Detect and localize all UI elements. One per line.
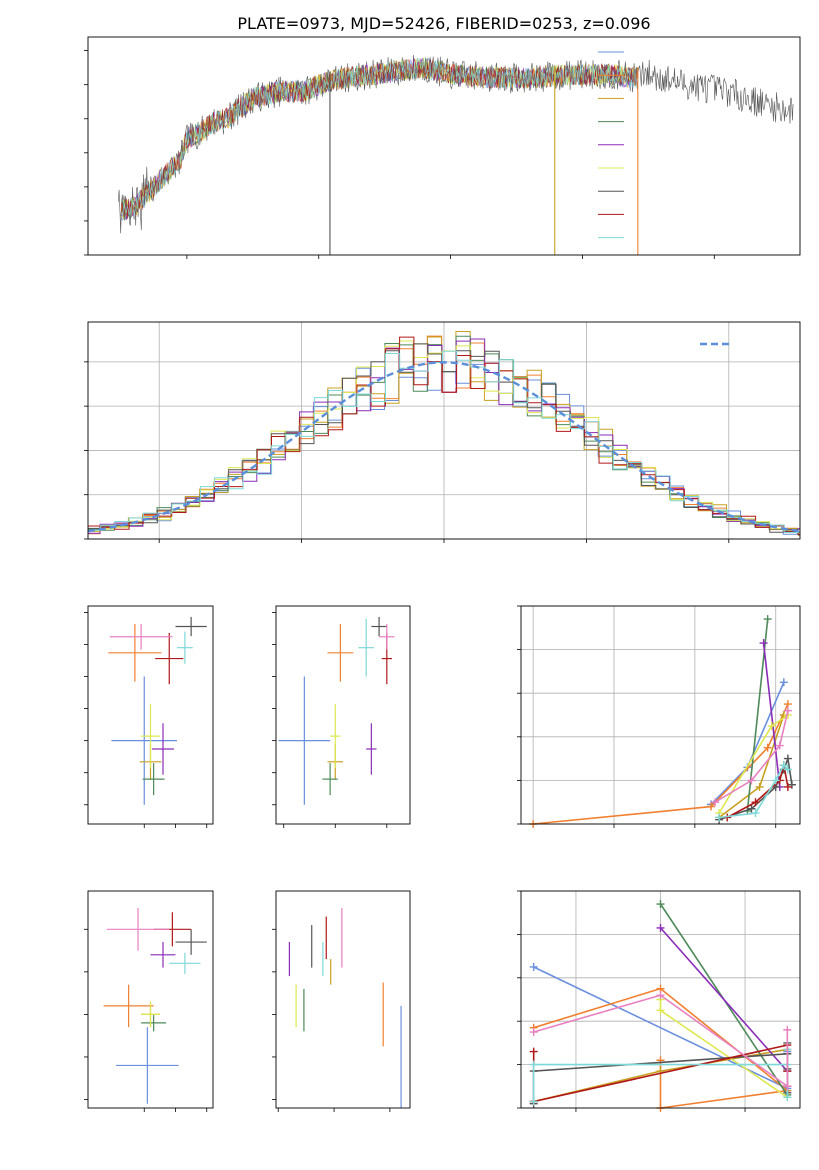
weight-marker	[529, 1060, 538, 1069]
weight-marker	[529, 1028, 538, 1037]
weight-series-line	[533, 994, 789, 1088]
weight-marker	[759, 639, 768, 648]
axes-frame	[87, 605, 214, 825]
weight-marker	[747, 804, 756, 813]
weight-marker	[747, 776, 756, 785]
weight-marker	[775, 741, 784, 750]
weight-series-line	[659, 927, 788, 1072]
axes-ebv_mass	[272, 890, 411, 1112]
weight-marker	[783, 706, 792, 715]
weight-marker	[707, 802, 716, 811]
weight-marker	[711, 798, 720, 807]
weight-marker	[783, 754, 792, 763]
weight-series-line	[533, 703, 789, 825]
weight-marker	[763, 615, 772, 624]
weight-marker	[779, 678, 788, 687]
weight-marker	[755, 782, 764, 791]
weight-lines	[529, 615, 796, 828]
weight-marker	[529, 1097, 538, 1106]
errorbars	[278, 616, 395, 805]
weight-marker	[783, 782, 792, 791]
errorbars	[108, 616, 207, 805]
weight-marker	[656, 1006, 665, 1015]
weight-series-line	[714, 710, 789, 803]
weight-marker	[767, 721, 776, 730]
axes-age_weight	[517, 605, 801, 828]
axes-frame	[87, 321, 801, 540]
axes-mass_age	[272, 605, 411, 828]
spectrum-series-line	[120, 58, 639, 218]
weight-marker	[783, 1025, 792, 1034]
weight-marker	[656, 900, 665, 909]
errorbars	[103, 908, 207, 1104]
weight-marker	[656, 991, 665, 1000]
weight-marker	[751, 798, 760, 807]
weight-marker	[529, 1047, 538, 1056]
axes-z_age	[84, 605, 214, 828]
axes-z_mass	[84, 890, 214, 1112]
weight-marker	[771, 776, 780, 785]
weight-marker	[715, 813, 724, 822]
weight-marker	[779, 761, 788, 770]
errorbars	[288, 908, 402, 1108]
weight-marker	[787, 780, 796, 789]
axes-frame	[275, 605, 411, 825]
axes-frame	[87, 890, 214, 1109]
weight-marker	[656, 923, 665, 932]
weight-marker	[529, 962, 538, 971]
weight-marker	[783, 1082, 792, 1091]
axes-spectrum	[84, 36, 801, 259]
axes-frame	[520, 605, 801, 825]
histograms	[88, 331, 800, 536]
spectrum-lines	[118, 54, 794, 255]
axes-frame	[87, 36, 801, 256]
weight-marker	[783, 765, 792, 774]
panels	[84, 36, 801, 1112]
axes-residuals	[84, 321, 801, 543]
axes-frame	[520, 890, 801, 1109]
weight-marker	[763, 743, 772, 752]
weight-series-line	[762, 643, 781, 787]
weight-lines	[529, 900, 792, 1112]
axes-frame	[275, 890, 411, 1109]
legend	[598, 51, 624, 239]
figure-title: PLATE=0973, MJD=52426, FIBERID=0253, z=0…	[237, 14, 650, 33]
axes-z_weight	[517, 890, 801, 1112]
spectrum-series-line	[120, 58, 639, 219]
normal-curve	[88, 361, 800, 533]
weight-marker	[783, 1093, 792, 1102]
weight-marker	[751, 809, 760, 818]
